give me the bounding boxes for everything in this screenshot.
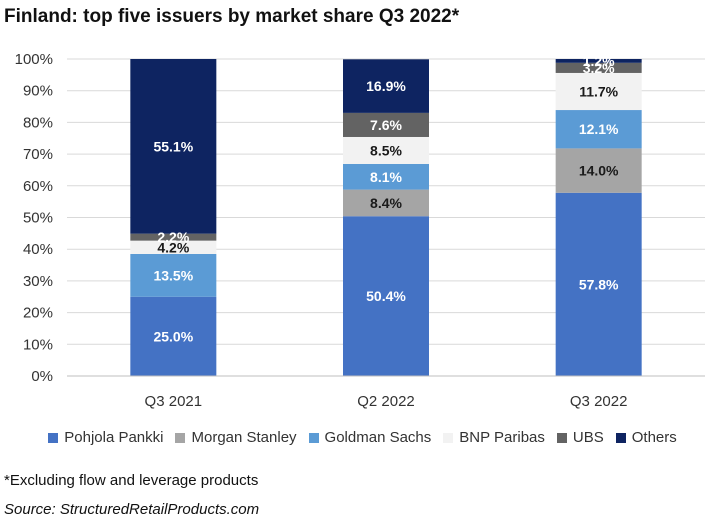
data-label: 4.2% (157, 239, 189, 255)
legend-label: Others (631, 429, 677, 446)
legend-swatch (308, 432, 319, 443)
bar-segment (555, 192, 642, 376)
x-tick-label: Q3 2021 (145, 393, 203, 410)
y-tick-label: 10% (23, 336, 53, 353)
legend-label: Goldman Sachs (324, 429, 432, 446)
legend-label: UBS (572, 429, 604, 446)
y-tick-label: 40% (23, 241, 53, 258)
bar-segment (343, 136, 429, 164)
bar-segment (130, 296, 217, 376)
data-label: 25.0% (153, 328, 193, 344)
y-tick-label: 90% (23, 83, 53, 100)
data-label: 8.5% (370, 142, 402, 158)
footnote: *Excluding flow and leverage products (4, 472, 259, 489)
legend-swatch (443, 432, 454, 443)
stacked-bar-chart: 0% 10% 20% 30% 40% 50% 60% 70% 80% 90% 100% 25.0% 13… (15, 51, 705, 410)
data-label: 57.8% (579, 276, 619, 292)
legend-item: Goldman Sachs (308, 429, 432, 446)
legend-swatch (175, 432, 186, 443)
bar-segment (555, 62, 642, 73)
data-label: 11.7% (579, 83, 618, 99)
data-label: 55.1% (153, 138, 193, 154)
bar-segment (555, 148, 642, 193)
bar-segment (343, 216, 429, 376)
y-tick-label: 70% (23, 146, 53, 163)
y-tick-label: 30% (23, 273, 53, 290)
chart-title: Finland: top five issuers by market shar… (4, 6, 460, 27)
source-note: Source: StructuredRetailProducts.com (4, 501, 260, 518)
y-tick-label: 100% (15, 51, 53, 68)
legend-swatch (48, 432, 59, 443)
legend-item: UBS (556, 429, 604, 446)
bar-segment (130, 240, 217, 254)
data-label: 50.4% (366, 288, 406, 304)
data-label: 13.5% (153, 267, 193, 283)
y-tick-label: 80% (23, 114, 53, 131)
data-label: 14.0% (579, 163, 619, 179)
legend-label: Pohjola Pankki (64, 429, 164, 446)
y-tick-label: 50% (23, 210, 53, 227)
bar-segment (555, 59, 642, 63)
data-label: 2.2% (157, 229, 189, 245)
data-label: 12.1% (579, 121, 619, 137)
bar-segment (130, 233, 217, 241)
x-tick-label: Q2 2022 (357, 393, 415, 410)
data-label: 1.2% (583, 53, 615, 69)
legend-item: Morgan Stanley (175, 429, 297, 446)
bar-segment (555, 110, 642, 149)
y-tick-label: 0% (31, 368, 53, 385)
bar-segment (343, 189, 429, 217)
data-label: 8.4% (370, 195, 402, 211)
legend-label: BNP Paribas (459, 429, 545, 446)
bar-segment (343, 112, 429, 137)
bar-segment (555, 72, 642, 111)
bar-segment (130, 253, 217, 297)
y-tick-label: 60% (23, 178, 53, 195)
data-label: 7.6% (370, 117, 402, 133)
legend-label: Morgan Stanley (191, 429, 297, 446)
legend-item: Others (615, 429, 677, 446)
legend-swatch (556, 432, 567, 443)
legend-swatch (615, 432, 626, 443)
bar-segment (343, 59, 429, 113)
x-tick-label: Q3 2022 (570, 393, 628, 410)
legend-item: BNP Paribas (443, 429, 545, 446)
chart-legend: Pohjola Pankki Morgan Stanley Goldman Sach… (0, 429, 725, 446)
bar-segment (343, 163, 429, 190)
data-label: 3.2% (583, 60, 615, 76)
legend-item: Pohjola Pankki (48, 429, 163, 446)
y-tick-label: 20% (23, 305, 53, 322)
bar-segment (130, 59, 217, 234)
data-label: 16.9% (366, 78, 406, 94)
data-label: 8.1% (370, 169, 402, 185)
